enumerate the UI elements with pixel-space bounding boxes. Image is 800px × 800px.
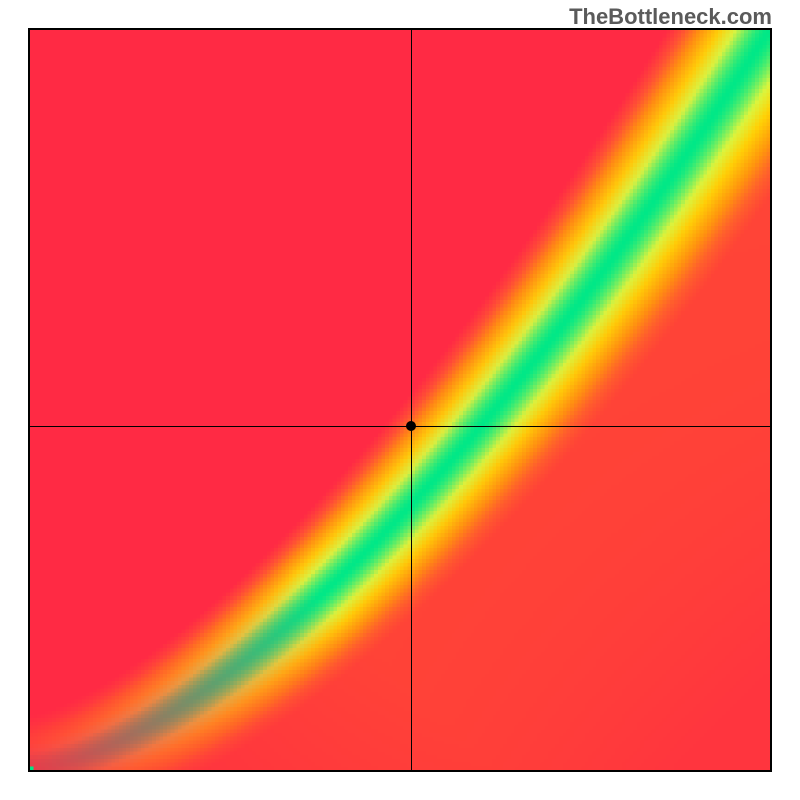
heatmap-canvas (30, 30, 770, 770)
crosshair-vertical (411, 30, 412, 770)
plot-area (28, 28, 772, 772)
watermark-text: TheBottleneck.com (569, 4, 772, 30)
chart-container: TheBottleneck.com (0, 0, 800, 800)
crosshair-horizontal (30, 426, 770, 427)
crosshair-marker[interactable] (406, 421, 416, 431)
